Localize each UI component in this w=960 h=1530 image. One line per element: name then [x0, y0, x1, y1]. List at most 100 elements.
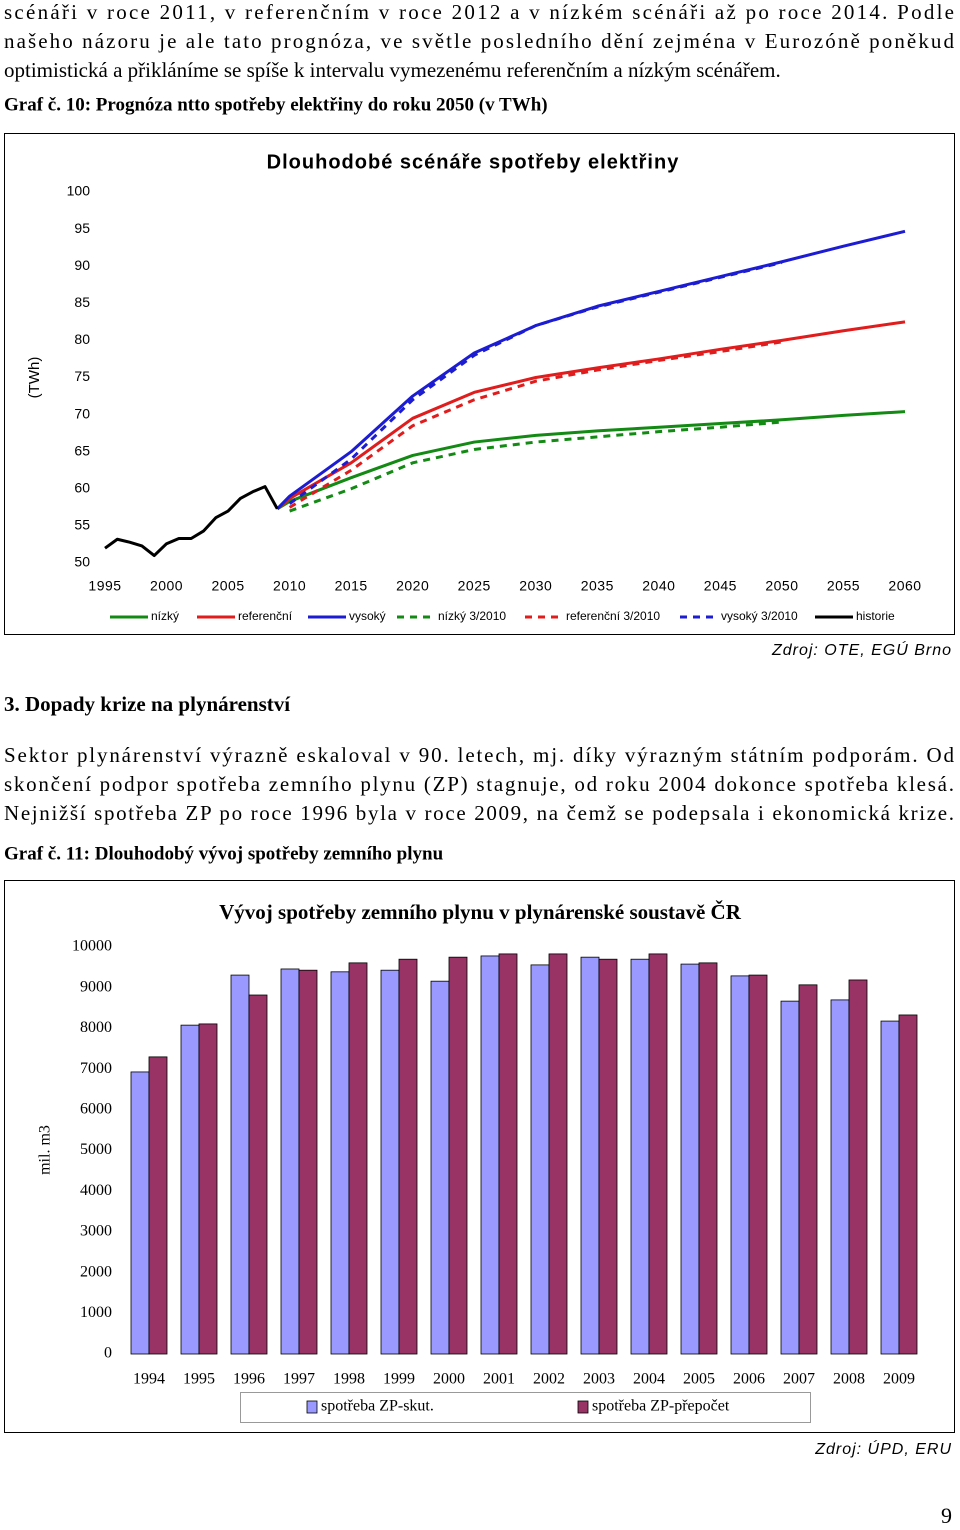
chart-title: Dlouhodobé scénáře spotřeby elektřiny: [267, 151, 680, 173]
series-line: [276, 410, 906, 511]
y-tick-label: 55: [74, 517, 90, 533]
legend-swatch: [306, 1400, 318, 1414]
y-axis-label: (TWh): [26, 357, 43, 399]
legend-label: historie: [856, 609, 895, 623]
y-tick-label: 50: [74, 554, 90, 570]
bar: [298, 969, 318, 1355]
x-tick-label: 2005: [211, 578, 244, 594]
bar: [548, 953, 568, 1355]
bar: [330, 971, 350, 1355]
legend-label: vysoký: [349, 609, 386, 623]
x-tick-label: 2000: [150, 578, 183, 594]
x-tick-label: 2030: [519, 578, 552, 594]
bar: [780, 1000, 800, 1355]
bar: [180, 1024, 200, 1355]
legend-label: nízký: [151, 609, 179, 623]
body-line: našeho názoru je ale tato prognóza, ve s…: [4, 29, 954, 53]
y-tick-label: 70: [74, 405, 90, 421]
x-tick-label: 1997: [283, 1371, 315, 1388]
bar: [798, 984, 818, 1355]
y-tick-label: 85: [74, 294, 90, 310]
bar: [430, 980, 450, 1355]
chart-frame: [4, 133, 955, 635]
x-tick-label: 2010: [273, 578, 306, 594]
series-line: [104, 485, 279, 558]
x-tick-label: 2009: [883, 1371, 915, 1388]
x-tick-label: 1994: [133, 1371, 165, 1388]
x-tick-label: 1999: [383, 1371, 415, 1388]
bar: [198, 1023, 218, 1355]
bar: [380, 969, 400, 1355]
x-tick-label: 2001: [483, 1371, 515, 1388]
y-tick-label: 90: [74, 257, 90, 273]
x-tick-label: 2020: [396, 578, 429, 594]
y-tick-label: 4000: [80, 1182, 112, 1199]
body-line: Sektor plynárenství výrazně eskaloval v …: [4, 743, 955, 767]
body-line: Nejnižší spotřeba ZP po roce 1996 byla v…: [4, 801, 954, 825]
x-tick-label: 2007: [783, 1371, 815, 1388]
y-tick-label: 65: [74, 442, 90, 458]
x-tick-label: 2005: [683, 1371, 715, 1388]
x-tick-label: 2015: [335, 578, 368, 594]
series-line: [276, 320, 906, 510]
x-tick-label: 2003: [583, 1371, 615, 1388]
page-number: 9: [941, 1503, 952, 1528]
y-tick-label: 8000: [80, 1019, 112, 1036]
chart-frame: [4, 880, 955, 1433]
y-tick-label: 95: [74, 220, 90, 236]
bar: [480, 955, 500, 1355]
source: Zdroj: ÚPD, ERU: [814, 1439, 952, 1458]
bar: [698, 962, 718, 1355]
body-line: optimistická a přikláníme se spíše k int…: [4, 58, 781, 82]
x-tick-label: 2060: [888, 578, 921, 594]
bar: [448, 956, 468, 1355]
y-axis-label: mil. m3: [37, 1125, 54, 1175]
x-tick-label: 2004: [633, 1371, 665, 1388]
bar: [348, 962, 368, 1355]
legend-label: vysoký 3/2010: [721, 609, 798, 623]
bar: [148, 1056, 168, 1355]
bar: [830, 999, 850, 1355]
series-line: [288, 261, 783, 505]
x-tick-label: 2045: [704, 578, 737, 594]
x-tick-label: 2006: [733, 1371, 765, 1388]
y-tick-label: 5000: [80, 1141, 112, 1158]
caption: Graf č. 11: Dlouhodobý vývoj spotřeby ze…: [4, 843, 444, 864]
bar: [530, 964, 550, 1355]
heading: 3. Dopady krize na plynárenství: [4, 692, 291, 716]
x-tick-label: 1998: [333, 1371, 365, 1388]
legend-label: referenční: [238, 609, 293, 623]
x-tick-label: 2055: [827, 578, 860, 594]
bar: [880, 1020, 900, 1355]
x-tick-label: 2050: [765, 578, 798, 594]
x-tick-label: 2008: [833, 1371, 865, 1388]
y-tick-label: 2000: [80, 1263, 112, 1280]
source: Zdroj: OTE, EGÚ Brno: [771, 640, 952, 659]
x-tick-label: 1996: [233, 1371, 265, 1388]
y-tick-label: 0: [104, 1345, 112, 1362]
x-tick-label: 1995: [183, 1371, 215, 1388]
x-tick-label: 2025: [458, 578, 491, 594]
legend-label: nízký 3/2010: [438, 609, 506, 623]
y-tick-label: 100: [67, 183, 91, 199]
legend-label: spotřeba ZP-skut.: [321, 1398, 434, 1415]
x-tick-label: 2040: [642, 578, 675, 594]
bar: [630, 958, 650, 1355]
bar: [748, 974, 768, 1355]
bar: [230, 974, 250, 1355]
x-tick-label: 1995: [88, 578, 121, 594]
body-line: scénáři v roce 2011, v referenčním v roc…: [4, 0, 954, 24]
bar: [580, 956, 600, 1355]
legend-swatch: [577, 1400, 589, 1414]
series-line: [276, 229, 906, 510]
legend-label: referenční 3/2010: [566, 609, 660, 623]
y-tick-label: 10000: [72, 938, 112, 955]
bar: [398, 958, 418, 1355]
y-tick-label: 1000: [80, 1304, 112, 1321]
bar: [280, 968, 300, 1355]
caption: Graf č. 10: Prognóza ntto spotřeby elekt…: [4, 94, 548, 115]
bar: [498, 953, 518, 1355]
bar: [648, 953, 668, 1355]
y-tick-label: 75: [74, 368, 90, 384]
